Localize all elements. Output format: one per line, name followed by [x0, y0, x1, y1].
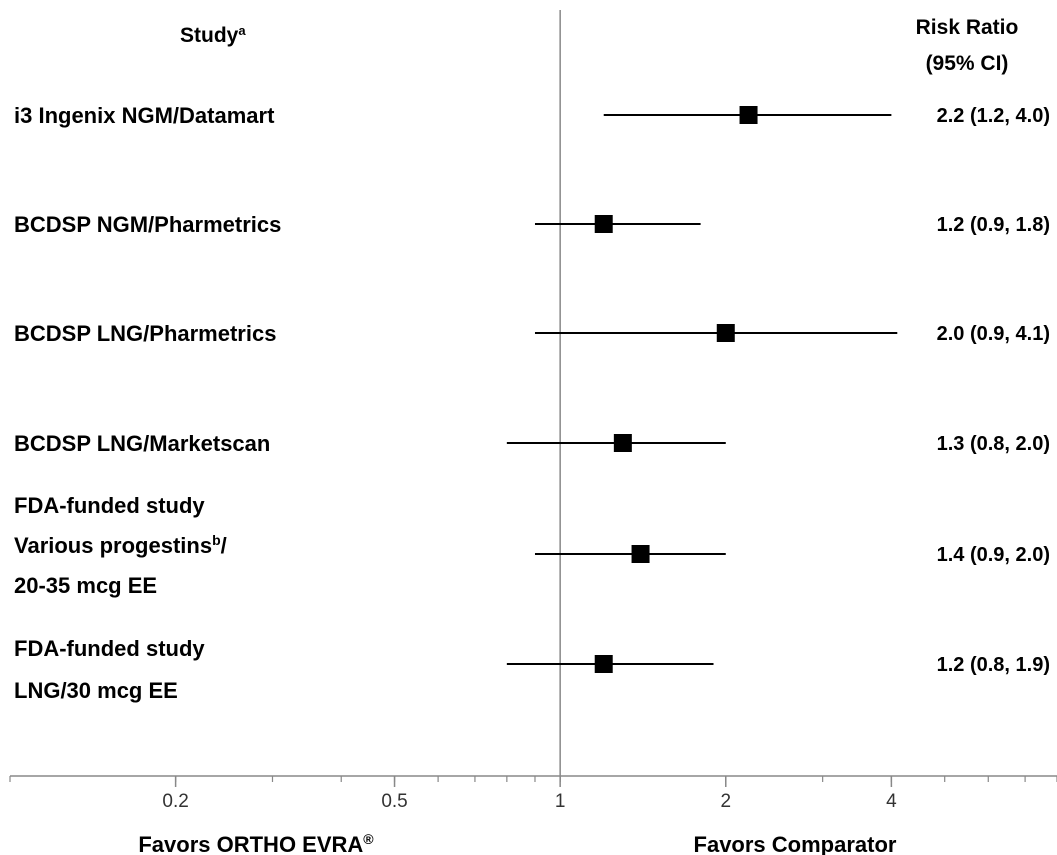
study-row: FDA-funded study LNG/30 mcg EE 1.2 (0.8, 1… — [14, 636, 1050, 703]
study-row: BCDSP NGM/Pharmetrics 1.2 (0.9, 1.8) — [14, 212, 1050, 237]
x-axis — [9, 775, 1057, 787]
study-label: BCDSP NGM/Pharmetrics — [14, 212, 281, 237]
study-label-line: FDA-funded study — [14, 636, 205, 661]
study-row: BCDSP LNG/Pharmetrics 2.0 (0.9, 4.1) — [14, 321, 1050, 346]
study-label-line: 20-35 mcg EE — [14, 573, 157, 598]
study-label-line: i3 Ingenix NGM/Datamart — [14, 103, 275, 128]
study-label: BCDSP LNG/Marketscan — [14, 431, 270, 456]
study-label-line: Various progestins — [14, 533, 212, 558]
point-estimate-marker — [716, 324, 735, 342]
study-label-line: LNG/30 mcg EE — [14, 678, 178, 703]
study-rows: i3 Ingenix NGM/Datamart 2.2 (1.2, 4.0) BCD… — [14, 103, 1050, 703]
point-estimate-marker — [594, 655, 613, 673]
registered-mark: ® — [363, 831, 374, 847]
risk-ratio-value: 2.0 (0.9, 4.1) — [937, 323, 1050, 345]
study-header-superscript: a — [238, 23, 246, 38]
risk-ratio-header-line2: (95% CI) — [926, 52, 1009, 75]
favors-left-label: Favors ORTHO EVRA® — [138, 831, 374, 855]
x-tick-label: 0.5 — [381, 791, 407, 812]
study-label: BCDSP LNG/Pharmetrics — [14, 321, 276, 346]
study-label-line: FDA-funded study — [14, 493, 205, 518]
risk-ratio-value: 2.2 (1.2, 4.0) — [937, 105, 1050, 127]
point-estimate-marker — [613, 434, 632, 452]
study-row: BCDSP LNG/Marketscan 1.3 (0.8, 2.0) — [14, 431, 1050, 456]
risk-ratio-header-line1: Risk Ratio — [916, 16, 1019, 39]
study-label-suffix: / — [221, 533, 227, 558]
point-estimate-marker — [594, 215, 613, 233]
study-label-line: BCDSP NGM/Pharmetrics — [14, 212, 281, 237]
risk-ratio-value: 1.2 (0.8, 1.9) — [937, 654, 1050, 676]
x-tick-label: 2 — [720, 791, 731, 812]
point-estimate-marker — [631, 545, 650, 563]
study-label: i3 Ingenix NGM/Datamart — [14, 103, 275, 128]
study-label: FDA-funded study LNG/30 mcg EE — [14, 636, 205, 703]
risk-ratio-value: 1.2 (0.9, 1.8) — [937, 214, 1050, 236]
study-label-line: BCDSP LNG/Pharmetrics — [14, 321, 276, 346]
study-column-header: Studya — [180, 23, 246, 48]
x-axis-tick-labels: 0.2 0.5 1 2 4 — [162, 791, 897, 812]
point-estimate-marker — [739, 106, 758, 124]
x-tick-label: 4 — [886, 791, 897, 812]
x-tick-label: 0.2 — [162, 791, 188, 812]
risk-ratio-value: 1.3 (0.8, 2.0) — [937, 433, 1050, 455]
study-row: FDA-funded study Various progestinsb/ 20-3… — [14, 493, 1050, 598]
study-row: i3 Ingenix NGM/Datamart 2.2 (1.2, 4.0) — [14, 103, 1050, 128]
favors-right-label: Favors Comparator — [694, 832, 897, 855]
risk-ratio-value: 1.4 (0.9, 2.0) — [937, 544, 1050, 566]
study-label-superscript: b — [212, 532, 221, 548]
study-label-line: BCDSP LNG/Marketscan — [14, 431, 270, 456]
x-tick-label: 1 — [555, 791, 566, 812]
study-label: FDA-funded study Various progestinsb/ 20-3… — [14, 493, 227, 598]
